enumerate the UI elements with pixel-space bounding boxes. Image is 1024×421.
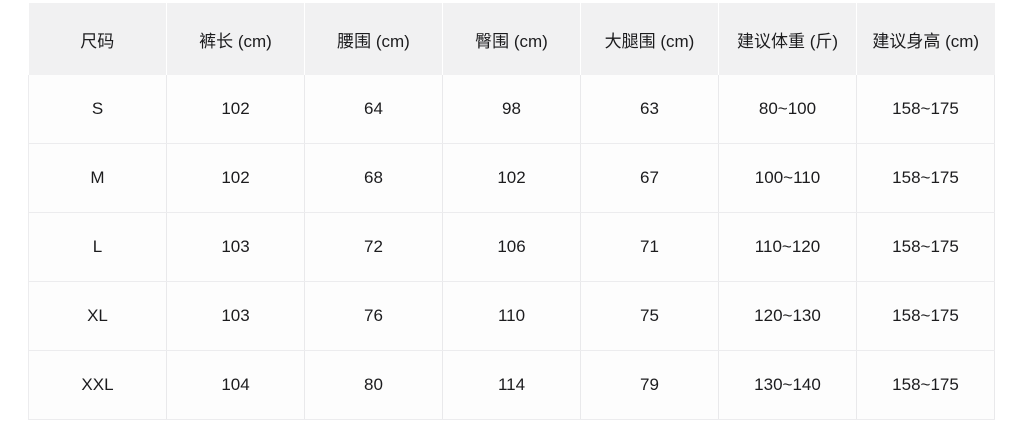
size-cell: M: [28, 143, 167, 213]
table-cell: 102: [442, 143, 581, 213]
table-cell: 100~110: [718, 143, 857, 213]
table-cell: 130~140: [718, 350, 857, 420]
table-cell: 72: [304, 212, 443, 282]
table-cell: 71: [580, 212, 719, 282]
table-cell: 79: [580, 350, 719, 420]
table-cell: 114: [442, 350, 581, 420]
table-cell: 158~175: [856, 281, 995, 351]
table-cell: 80~100: [718, 75, 857, 144]
column-header: 臀围 (cm): [442, 3, 581, 75]
column-header: 建议体重 (斤): [718, 3, 857, 75]
table-cell: 63: [580, 75, 719, 144]
table-row: S 102 64 98 63 80~100 158~175: [28, 75, 995, 144]
size-table-header-row: 尺码 裤长 (cm) 腰围 (cm) 臀围 (cm) 大腿围 (cm) 建议体重 (斤) 建…: [28, 3, 995, 75]
table-cell: 67: [580, 143, 719, 213]
table-cell: 158~175: [856, 212, 995, 282]
table-cell: 120~130: [718, 281, 857, 351]
table-cell: 64: [304, 75, 443, 144]
size-table-body: S 102 64 98 63 80~100 158~175 M 102 68 102 67 100~11…: [28, 75, 995, 420]
table-row: M 102 68 102 67 100~110 158~175: [28, 143, 995, 213]
table-cell: 80: [304, 350, 443, 420]
table-row: L 103 72 106 71 110~120 158~175: [28, 212, 995, 282]
column-header: 尺码: [28, 3, 167, 75]
table-cell: 76: [304, 281, 443, 351]
column-header: 大腿围 (cm): [580, 3, 719, 75]
size-chart: 尺码 裤长 (cm) 腰围 (cm) 臀围 (cm) 大腿围 (cm) 建议体重 (斤) 建…: [28, 3, 995, 420]
table-cell: 103: [166, 281, 305, 351]
table-row: XL 103 76 110 75 120~130 158~175: [28, 281, 995, 351]
table-row: XXL 104 80 114 79 130~140 158~175: [28, 350, 995, 420]
size-cell: S: [28, 75, 167, 144]
size-cell: XL: [28, 281, 167, 351]
table-cell: 103: [166, 212, 305, 282]
size-cell: L: [28, 212, 167, 282]
table-cell: 158~175: [856, 143, 995, 213]
column-header: 建议身高 (cm): [856, 3, 995, 75]
table-cell: 75: [580, 281, 719, 351]
table-cell: 110~120: [718, 212, 857, 282]
table-cell: 104: [166, 350, 305, 420]
column-header: 腰围 (cm): [304, 3, 443, 75]
table-cell: 98: [442, 75, 581, 144]
table-cell: 102: [166, 143, 305, 213]
column-header: 裤长 (cm): [166, 3, 305, 75]
table-cell: 158~175: [856, 75, 995, 144]
table-cell: 68: [304, 143, 443, 213]
size-cell: XXL: [28, 350, 167, 420]
size-table: 尺码 裤长 (cm) 腰围 (cm) 臀围 (cm) 大腿围 (cm) 建议体重 (斤) 建…: [28, 3, 995, 420]
table-cell: 110: [442, 281, 581, 351]
size-table-head: 尺码 裤长 (cm) 腰围 (cm) 臀围 (cm) 大腿围 (cm) 建议体重 (斤) 建…: [28, 3, 995, 75]
table-cell: 158~175: [856, 350, 995, 420]
table-cell: 106: [442, 212, 581, 282]
table-cell: 102: [166, 75, 305, 144]
